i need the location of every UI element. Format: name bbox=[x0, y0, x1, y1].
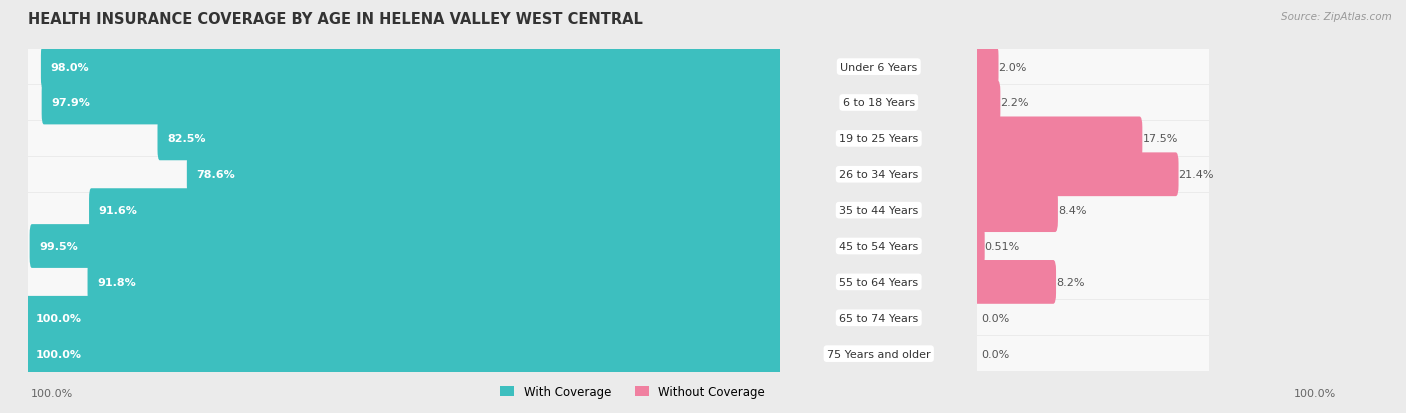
Bar bbox=[28, 86, 780, 121]
FancyBboxPatch shape bbox=[977, 157, 1209, 192]
FancyBboxPatch shape bbox=[87, 260, 783, 304]
FancyBboxPatch shape bbox=[977, 229, 1209, 264]
Bar bbox=[28, 301, 780, 335]
Bar bbox=[977, 229, 1209, 264]
Bar bbox=[977, 157, 1209, 192]
FancyBboxPatch shape bbox=[28, 157, 780, 192]
Text: 8.4%: 8.4% bbox=[1057, 206, 1087, 216]
FancyBboxPatch shape bbox=[89, 189, 783, 233]
Bar bbox=[28, 121, 780, 157]
Text: 98.0%: 98.0% bbox=[51, 62, 90, 72]
FancyBboxPatch shape bbox=[977, 193, 1209, 228]
Bar bbox=[977, 193, 1209, 228]
FancyBboxPatch shape bbox=[28, 86, 780, 121]
Text: 91.8%: 91.8% bbox=[97, 277, 136, 287]
Text: 65 to 74 Years: 65 to 74 Years bbox=[839, 313, 918, 323]
FancyBboxPatch shape bbox=[977, 336, 1209, 371]
FancyBboxPatch shape bbox=[28, 193, 780, 228]
FancyBboxPatch shape bbox=[157, 117, 783, 161]
FancyBboxPatch shape bbox=[187, 153, 783, 197]
Bar bbox=[28, 229, 780, 264]
Text: 100.0%: 100.0% bbox=[35, 349, 82, 359]
Text: 21.4%: 21.4% bbox=[1178, 170, 1213, 180]
Text: 26 to 34 Years: 26 to 34 Years bbox=[839, 170, 918, 180]
Text: 8.2%: 8.2% bbox=[1056, 277, 1084, 287]
Text: 6 to 18 Years: 6 to 18 Years bbox=[842, 98, 915, 108]
Text: 0.0%: 0.0% bbox=[981, 313, 1010, 323]
FancyBboxPatch shape bbox=[28, 50, 780, 85]
Text: 17.5%: 17.5% bbox=[1142, 134, 1178, 144]
Bar bbox=[977, 301, 1209, 335]
FancyBboxPatch shape bbox=[974, 117, 1142, 161]
FancyBboxPatch shape bbox=[974, 189, 1057, 233]
Text: 97.9%: 97.9% bbox=[52, 98, 90, 108]
FancyBboxPatch shape bbox=[30, 225, 783, 268]
Bar bbox=[977, 265, 1209, 300]
Text: 2.2%: 2.2% bbox=[1001, 98, 1029, 108]
Text: 2.0%: 2.0% bbox=[998, 62, 1026, 72]
FancyBboxPatch shape bbox=[28, 336, 780, 371]
Bar bbox=[977, 50, 1209, 85]
FancyBboxPatch shape bbox=[977, 265, 1209, 300]
FancyBboxPatch shape bbox=[977, 86, 1209, 121]
Text: 55 to 64 Years: 55 to 64 Years bbox=[839, 277, 918, 287]
FancyBboxPatch shape bbox=[977, 121, 1209, 157]
Text: Under 6 Years: Under 6 Years bbox=[841, 62, 917, 72]
Bar bbox=[28, 50, 780, 85]
Text: 100.0%: 100.0% bbox=[31, 388, 73, 398]
FancyBboxPatch shape bbox=[974, 45, 998, 89]
FancyBboxPatch shape bbox=[28, 229, 780, 264]
FancyBboxPatch shape bbox=[28, 301, 780, 335]
FancyBboxPatch shape bbox=[974, 225, 984, 268]
Bar bbox=[28, 157, 780, 192]
Text: 0.0%: 0.0% bbox=[981, 349, 1010, 359]
Bar bbox=[28, 193, 780, 228]
Text: 78.6%: 78.6% bbox=[197, 170, 235, 180]
Text: Source: ZipAtlas.com: Source: ZipAtlas.com bbox=[1281, 12, 1392, 22]
Bar bbox=[28, 336, 780, 371]
FancyBboxPatch shape bbox=[977, 50, 1209, 85]
Text: 100.0%: 100.0% bbox=[1294, 388, 1336, 398]
FancyBboxPatch shape bbox=[42, 81, 783, 125]
Bar bbox=[977, 336, 1209, 371]
FancyBboxPatch shape bbox=[977, 301, 1209, 335]
FancyBboxPatch shape bbox=[28, 121, 780, 157]
Text: 99.5%: 99.5% bbox=[39, 242, 79, 252]
Text: 0.51%: 0.51% bbox=[984, 242, 1019, 252]
Text: HEALTH INSURANCE COVERAGE BY AGE IN HELENA VALLEY WEST CENTRAL: HEALTH INSURANCE COVERAGE BY AGE IN HELE… bbox=[28, 12, 643, 27]
Text: 19 to 25 Years: 19 to 25 Years bbox=[839, 134, 918, 144]
Text: 91.6%: 91.6% bbox=[98, 206, 138, 216]
FancyBboxPatch shape bbox=[25, 296, 783, 340]
FancyBboxPatch shape bbox=[974, 81, 1001, 125]
FancyBboxPatch shape bbox=[28, 265, 780, 300]
Text: 45 to 54 Years: 45 to 54 Years bbox=[839, 242, 918, 252]
Text: 75 Years and older: 75 Years and older bbox=[827, 349, 931, 359]
FancyBboxPatch shape bbox=[974, 260, 1056, 304]
Text: 35 to 44 Years: 35 to 44 Years bbox=[839, 206, 918, 216]
FancyBboxPatch shape bbox=[974, 153, 1178, 197]
Bar bbox=[977, 86, 1209, 121]
Bar bbox=[28, 265, 780, 300]
Text: 100.0%: 100.0% bbox=[35, 313, 82, 323]
Legend: With Coverage, Without Coverage: With Coverage, Without Coverage bbox=[495, 381, 770, 403]
FancyBboxPatch shape bbox=[25, 332, 783, 376]
Text: 82.5%: 82.5% bbox=[167, 134, 205, 144]
FancyBboxPatch shape bbox=[41, 45, 783, 89]
Bar bbox=[977, 121, 1209, 157]
